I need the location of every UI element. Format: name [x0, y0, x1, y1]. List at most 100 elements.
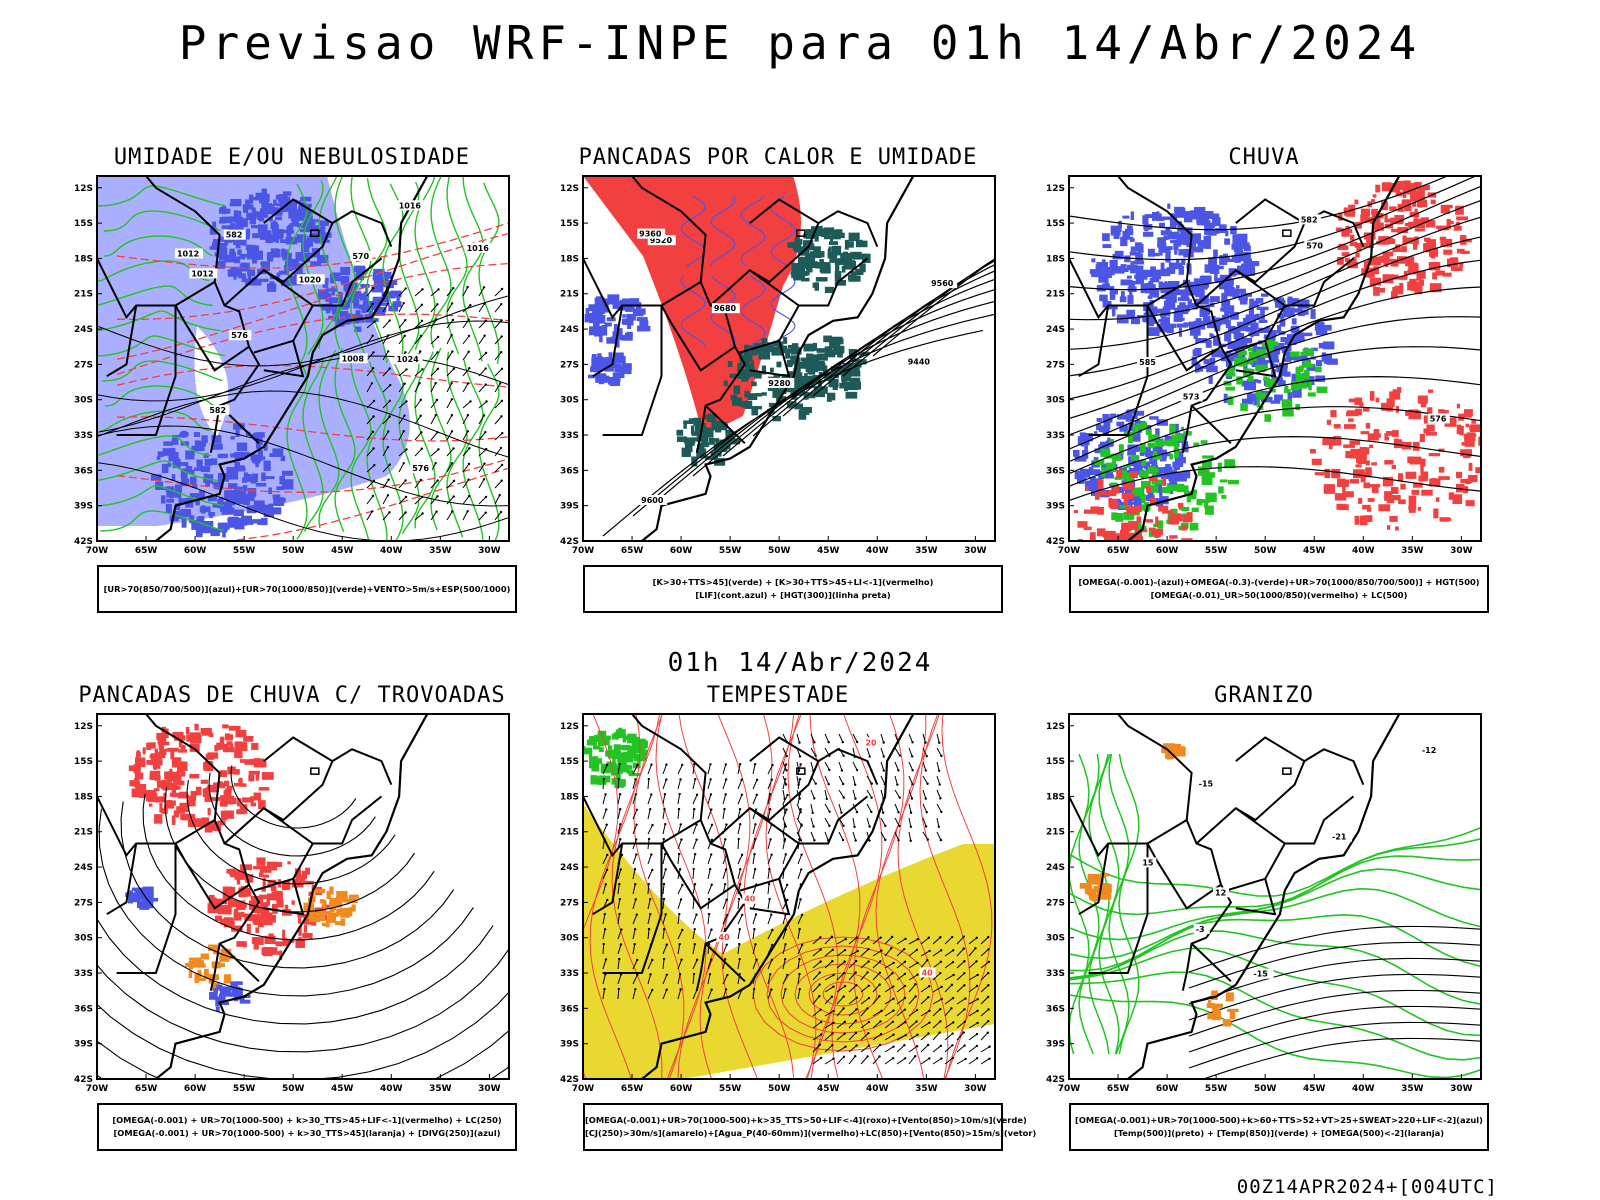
rain-area-green — [1127, 434, 1134, 444]
wind-vector — [956, 1008, 965, 1017]
wind-vector-head — [678, 868, 682, 871]
instability-area-green — [705, 415, 713, 420]
wind-vector — [617, 794, 621, 805]
legend-line-2: [OMEGA(-0.001) + UR>70(1000-500) + k>30_… — [113, 1128, 501, 1138]
rain-area-red — [1375, 184, 1381, 193]
wind-arrow-head — [403, 334, 406, 338]
divergence-area-blue — [130, 894, 138, 903]
wind-vector — [632, 974, 638, 985]
lat-tick-label: 12S — [74, 722, 93, 732]
contour-label-bg — [339, 353, 368, 364]
instability-area-green — [816, 348, 826, 353]
wind-vector-head — [940, 1057, 943, 1060]
wind-vector-head — [914, 1054, 917, 1058]
wind-vector — [782, 899, 788, 910]
rain-area-blue — [1130, 268, 1140, 274]
instability-area-green — [812, 364, 823, 371]
rain-area-green — [1141, 459, 1146, 466]
lif-area-blue — [612, 372, 621, 382]
humidity-area-blue — [156, 456, 161, 460]
wind-vector — [647, 794, 652, 805]
wind-arrow — [478, 415, 485, 425]
thunder-area-red — [226, 741, 233, 746]
thunder-area-orange — [334, 921, 344, 926]
wind850-area-green — [600, 763, 608, 773]
lat-tick-label: 18S — [74, 254, 93, 264]
rain-area-red — [1428, 389, 1434, 393]
green-contour — [414, 351, 436, 529]
rain-area-blue — [1168, 294, 1172, 302]
instability-area-green — [676, 436, 688, 442]
contour-label-bg — [1251, 968, 1274, 979]
humidity-area-blue — [282, 470, 294, 476]
humidity-area-blue — [300, 196, 312, 202]
rain-area-red — [1141, 551, 1144, 560]
rain-area-red — [1355, 464, 1362, 468]
border-line — [1235, 257, 1355, 307]
instability-area-green — [848, 275, 861, 282]
wind-vector-head — [855, 1008, 858, 1011]
lif-area-blue — [594, 330, 603, 337]
rain-area-blue — [1205, 339, 1212, 348]
humidity-area-blue — [321, 224, 326, 234]
humidity-area-blue — [203, 477, 214, 483]
wind-vector — [932, 998, 942, 1005]
thunder-area-red — [248, 770, 260, 775]
thunder-area-red — [297, 913, 306, 918]
thunder-area-red — [243, 941, 247, 948]
wind-vector-head — [768, 867, 771, 871]
rain-area-red — [1344, 424, 1356, 429]
omega-area-orange — [1212, 1008, 1220, 1014]
thunder-area-red — [214, 744, 218, 752]
humidity-area-blue — [198, 446, 204, 451]
wind-vector-head — [665, 763, 668, 766]
wind-vector — [908, 775, 913, 785]
lif-contour — [770, 195, 796, 267]
lat-tick-label: 12S — [560, 722, 579, 732]
instability-area-green — [817, 353, 828, 361]
humidity-area-blue — [290, 210, 303, 221]
rain-area-green — [1268, 344, 1274, 353]
wind-vector-head — [618, 762, 621, 766]
wind-vector-head — [974, 947, 977, 950]
instability-area-green — [751, 381, 757, 387]
humidity-area-blue — [310, 261, 322, 267]
wind-vector — [908, 996, 916, 1005]
wind-vector — [860, 1056, 868, 1065]
rain-area-green — [1265, 339, 1272, 345]
border-line — [1190, 404, 1232, 445]
lon-tick-label: 40W — [380, 546, 403, 556]
wind-arrow-head — [451, 350, 454, 353]
thunder-area-red — [224, 810, 234, 819]
wind-arrow — [430, 414, 437, 425]
rain-area-red — [1373, 286, 1380, 296]
rain-area-blue — [1172, 470, 1178, 479]
rain-area-blue — [1274, 354, 1279, 363]
rain-area-blue — [1221, 292, 1228, 301]
wind-vector-head — [617, 777, 620, 781]
rain-area-red — [1389, 495, 1401, 501]
wind-arrow-head — [467, 462, 471, 466]
lat-tick-label: 27S — [74, 360, 93, 370]
wind-vector — [980, 984, 989, 993]
wind-vector-head — [799, 838, 803, 842]
wind-arrow-head — [452, 447, 455, 450]
rain-area-blue — [1159, 323, 1166, 328]
wind-arrow-head — [435, 398, 439, 402]
rain-area-blue — [1292, 337, 1301, 343]
rain-area-blue — [1099, 294, 1108, 302]
rain-area-green — [1148, 434, 1159, 443]
thunder-area-red — [256, 905, 265, 914]
rain-area-blue — [1162, 306, 1171, 317]
rain-area-red — [1423, 428, 1429, 434]
humidity-area-blue — [209, 227, 217, 235]
wind-vector — [632, 779, 636, 790]
rain-area-blue — [1214, 272, 1218, 282]
instability-area-green — [824, 371, 834, 381]
wind-vector — [824, 996, 833, 1005]
humidity-area-blue — [345, 288, 356, 298]
humidity-area-blue — [257, 432, 264, 437]
rain-area-red — [1330, 410, 1337, 418]
humidity-area-blue — [355, 310, 361, 316]
thunder-area-red — [235, 729, 247, 738]
